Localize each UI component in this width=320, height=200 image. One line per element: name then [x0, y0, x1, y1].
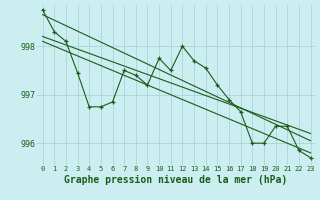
X-axis label: Graphe pression niveau de la mer (hPa): Graphe pression niveau de la mer (hPa) [64, 175, 288, 185]
